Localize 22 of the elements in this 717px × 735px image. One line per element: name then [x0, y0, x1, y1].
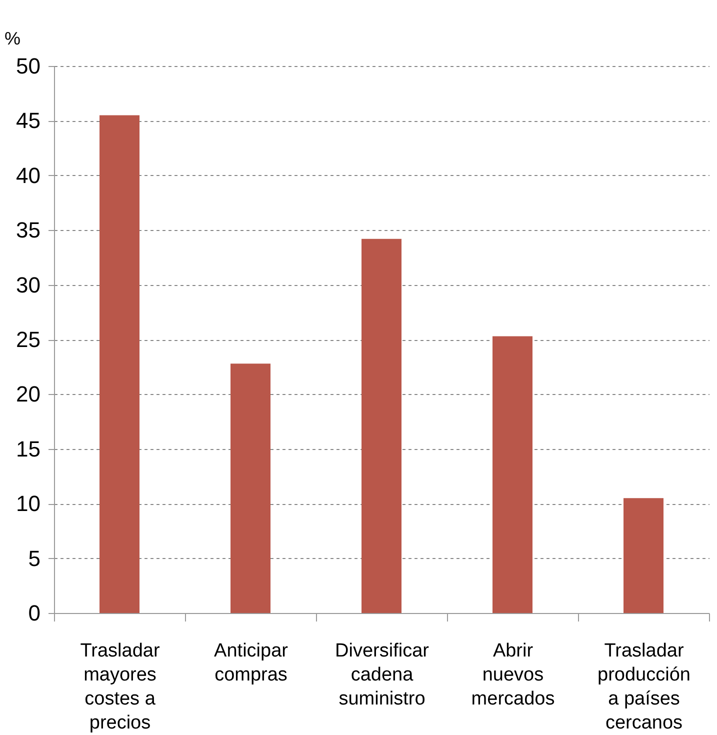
x-tick-label: Trasladar producción a países cercanos: [598, 640, 690, 734]
y-tick-label: 50: [16, 54, 40, 78]
y-tick-label: 30: [16, 272, 40, 298]
x-tick-label: Diversificar cadena suministro: [335, 640, 430, 710]
y-tick-label: 20: [16, 382, 40, 407]
bar: [100, 115, 140, 613]
bar: [492, 336, 532, 613]
y-axis-title: %: [4, 28, 21, 48]
bar: [624, 498, 664, 613]
y-tick-label: 10: [16, 491, 40, 516]
x-tick-label: Abrir nuevos mercados: [471, 640, 555, 710]
y-tick-label: 15: [16, 436, 40, 462]
x-tick-label: Trasladar mayores costes a precios: [80, 640, 160, 734]
bar: [362, 238, 402, 613]
bar: [230, 364, 270, 613]
y-tick-label: 45: [16, 108, 40, 134]
x-tick-label: Anticipar compras: [214, 640, 289, 686]
y-tick-label: 5: [28, 546, 40, 571]
y-tick-label: 25: [16, 327, 40, 352]
y-tick-label: 40: [16, 162, 40, 188]
y-tick-label: 35: [16, 218, 40, 243]
y-tick-label: 0: [28, 600, 40, 626]
